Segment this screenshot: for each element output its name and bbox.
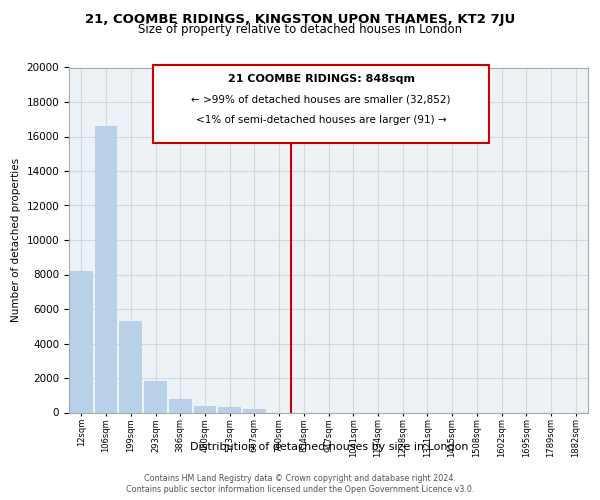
Bar bbox=[70, 271, 93, 412]
Bar bbox=[243, 409, 266, 412]
Bar bbox=[95, 126, 118, 412]
Text: ← >99% of detached houses are smaller (32,852): ← >99% of detached houses are smaller (3… bbox=[191, 95, 451, 105]
Bar bbox=[119, 321, 142, 412]
Bar bbox=[169, 398, 191, 412]
Text: 21 COOMBE RIDINGS: 848sqm: 21 COOMBE RIDINGS: 848sqm bbox=[227, 74, 415, 84]
Text: <1% of semi-detached houses are larger (91) →: <1% of semi-detached houses are larger (… bbox=[196, 115, 446, 125]
Bar bbox=[194, 406, 216, 412]
Text: Contains HM Land Registry data © Crown copyright and database right 2024.: Contains HM Land Registry data © Crown c… bbox=[144, 474, 456, 483]
Bar bbox=[218, 408, 241, 412]
Text: Distribution of detached houses by size in London: Distribution of detached houses by size … bbox=[190, 442, 468, 452]
Text: Size of property relative to detached houses in London: Size of property relative to detached ho… bbox=[138, 22, 462, 36]
Bar bbox=[144, 382, 167, 412]
Text: Contains public sector information licensed under the Open Government Licence v3: Contains public sector information licen… bbox=[126, 485, 474, 494]
Text: 21, COOMBE RIDINGS, KINGSTON UPON THAMES, KT2 7JU: 21, COOMBE RIDINGS, KINGSTON UPON THAMES… bbox=[85, 12, 515, 26]
Y-axis label: Number of detached properties: Number of detached properties bbox=[11, 158, 21, 322]
